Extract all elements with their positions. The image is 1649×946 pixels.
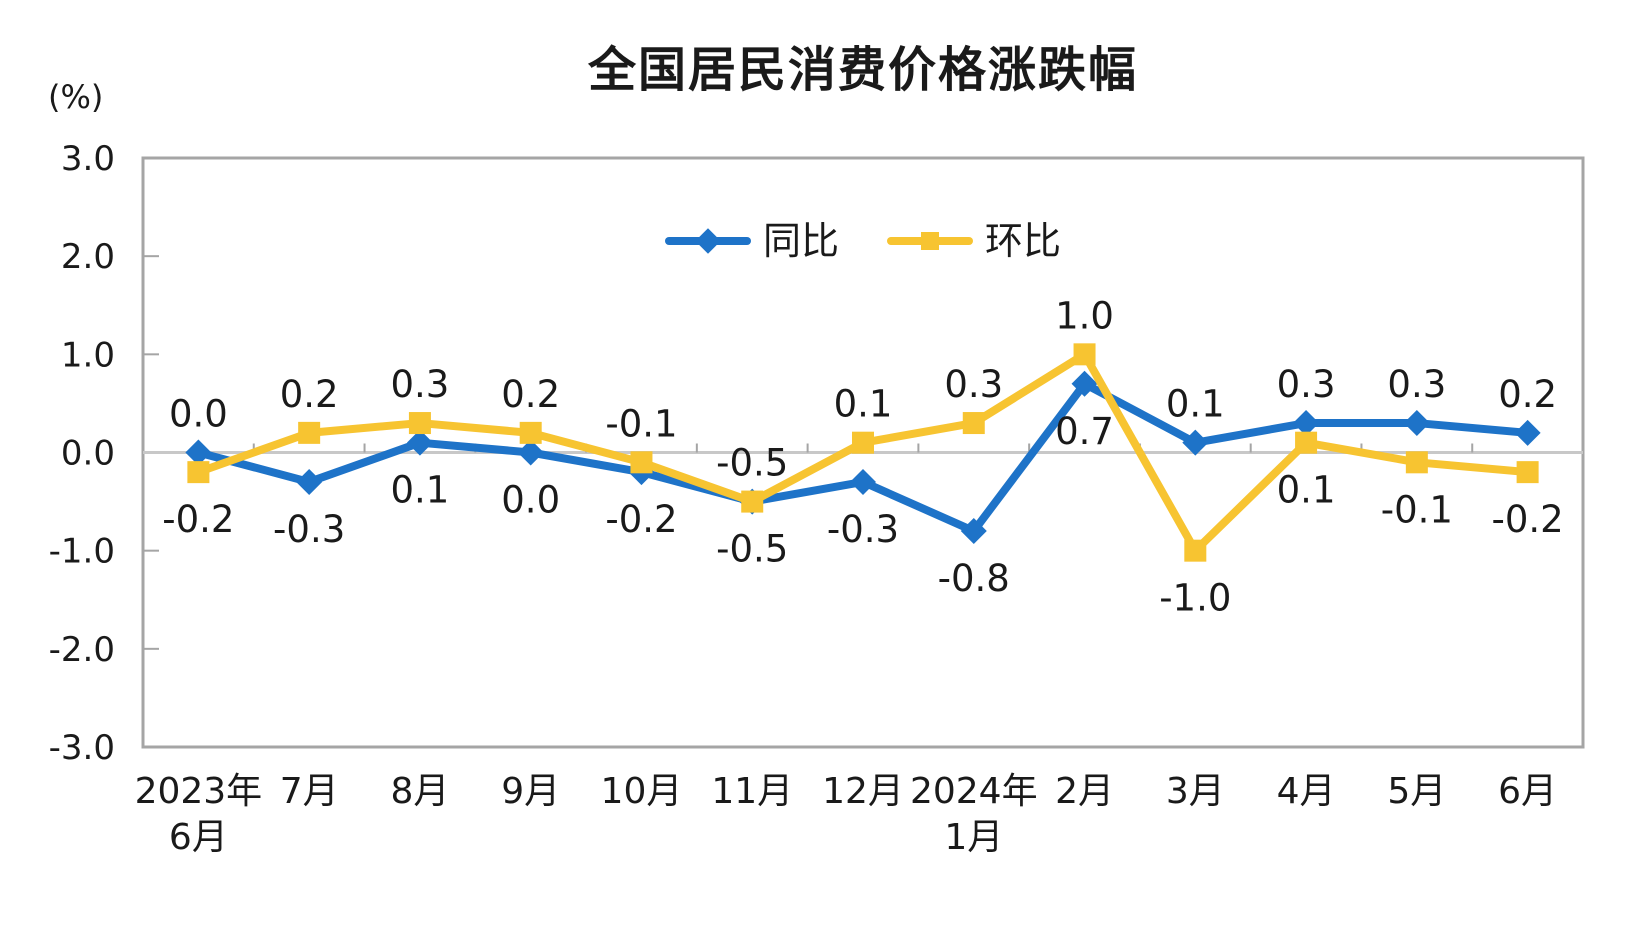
data-point-label: 0.2	[1498, 373, 1557, 416]
data-point-label: -0.5	[716, 528, 788, 571]
diamond-marker-icon	[1403, 410, 1430, 437]
x-category-label: 12月	[822, 771, 904, 812]
data-point-label: -0.3	[827, 508, 899, 551]
square-marker-icon	[630, 451, 653, 474]
diamond-marker-icon	[406, 429, 433, 456]
diamond-marker-icon	[1071, 370, 1098, 397]
data-point-label: -0.8	[938, 557, 1010, 600]
data-point-label: 0.3	[1277, 363, 1336, 406]
x-category-label: 7月	[280, 771, 339, 812]
diamond-marker-icon	[517, 439, 544, 466]
x-category-label: 6月	[1498, 771, 1557, 812]
y-tick-label: -1.0	[49, 532, 115, 572]
x-category-label: 3月	[1166, 771, 1225, 812]
data-point-label: -0.1	[1381, 488, 1453, 531]
data-point-label: -0.3	[273, 508, 345, 551]
data-point-label: -1.0	[1159, 577, 1231, 620]
data-point-label: -0.2	[162, 498, 234, 541]
square-marker-icon	[1184, 539, 1207, 562]
y-tick-label: 1.0	[61, 335, 115, 375]
data-point-label: 0.1	[1277, 469, 1336, 512]
square-marker-icon	[741, 490, 764, 513]
data-point-label: -0.5	[716, 442, 788, 485]
square-marker-icon	[1516, 461, 1539, 484]
square-marker-icon	[962, 412, 985, 435]
data-point-label: 1.0	[1055, 294, 1114, 337]
square-marker-icon	[519, 421, 542, 444]
diamond-marker-icon	[1182, 429, 1209, 456]
y-tick-label: -3.0	[49, 728, 115, 768]
y-axis-unit-label: (%)	[48, 78, 104, 116]
data-point-label: 0.2	[280, 373, 339, 416]
data-point-label: 0.3	[944, 363, 1003, 406]
data-point-label: 0.3	[1387, 363, 1446, 406]
data-point-label: 0.0	[169, 393, 228, 436]
data-point-label: -0.2	[605, 498, 677, 541]
x-category-label: 2023年	[135, 771, 263, 812]
data-point-label: 0.2	[501, 373, 560, 416]
x-category-label: 10月	[601, 771, 683, 812]
diamond-marker-icon	[185, 439, 212, 466]
square-marker-icon	[1405, 451, 1428, 474]
y-tick-label: 2.0	[61, 237, 115, 277]
diamond-marker-icon	[1514, 419, 1541, 446]
chart-title: 全国居民消费价格涨跌幅	[587, 42, 1138, 98]
diamond-marker-icon	[1293, 410, 1320, 437]
y-tick-label: 0.0	[61, 434, 115, 474]
data-point-label: -0.2	[1492, 498, 1564, 541]
data-point-label: 0.1	[391, 469, 450, 512]
x-category-label: 1月	[944, 817, 1003, 858]
x-category-label: 2024年	[910, 771, 1038, 812]
x-category-label: 6月	[169, 817, 228, 858]
diamond-marker-icon	[960, 518, 987, 545]
square-marker-icon	[298, 421, 321, 444]
data-point-label: 0.1	[834, 383, 893, 426]
x-category-label: 2月	[1055, 771, 1114, 812]
square-marker-icon	[187, 461, 210, 484]
diamond-marker-icon	[296, 468, 323, 495]
data-point-label: -0.1	[605, 402, 677, 445]
x-category-label: 8月	[390, 771, 449, 812]
data-point-label: 0.3	[391, 363, 450, 406]
x-category-label: 11月	[711, 771, 793, 812]
data-point-label: 0.0	[501, 479, 560, 522]
x-category-label: 9月	[501, 771, 560, 812]
x-category-label: 4月	[1277, 771, 1336, 812]
data-point-label: 0.1	[1166, 383, 1225, 426]
data-point-label: 0.7	[1055, 410, 1114, 453]
square-marker-icon	[852, 431, 874, 454]
square-marker-icon	[1073, 343, 1096, 366]
square-marker-icon	[1295, 431, 1318, 454]
diamond-marker-icon	[850, 468, 876, 495]
y-tick-label: -2.0	[49, 630, 115, 670]
x-category-label: 5月	[1387, 771, 1446, 812]
square-marker-icon	[408, 412, 431, 435]
y-tick-label: 3.0	[61, 139, 115, 179]
